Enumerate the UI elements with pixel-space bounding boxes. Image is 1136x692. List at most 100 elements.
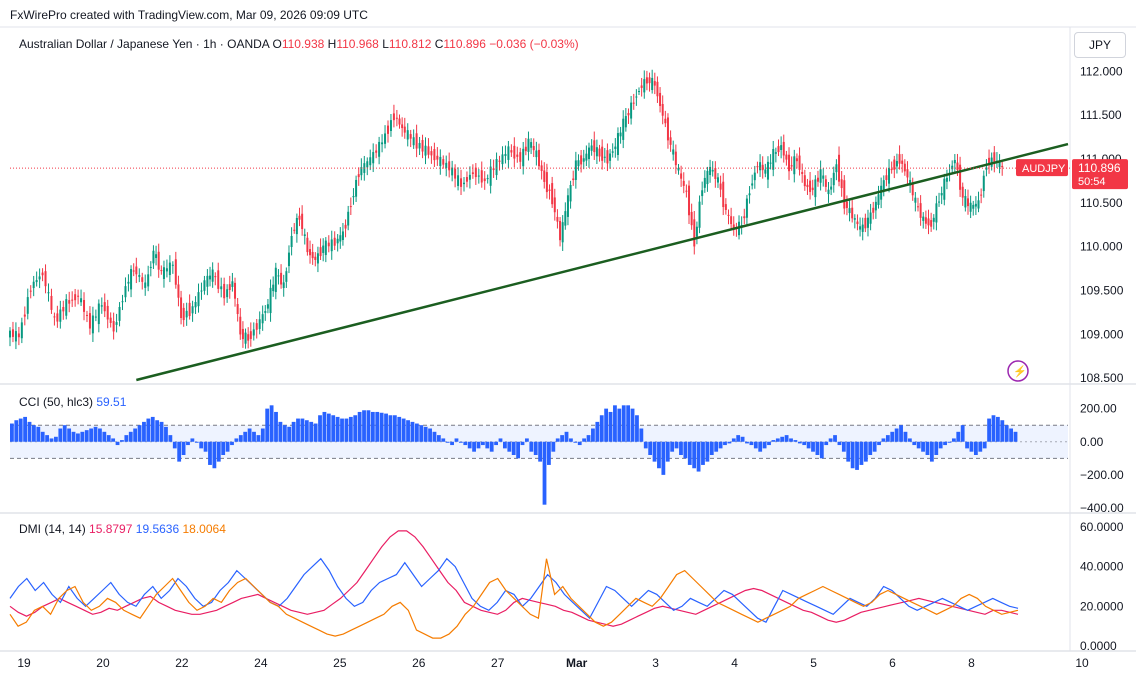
candle-body (132, 270, 135, 272)
candle-body (961, 186, 964, 198)
cci-bar (775, 438, 780, 442)
candle-body (474, 167, 477, 178)
cci-bar (432, 431, 437, 442)
open-label: O (272, 37, 282, 51)
candle-body (100, 305, 103, 307)
candle-body (851, 207, 854, 219)
cci-bar (265, 408, 270, 442)
cci-bar (740, 436, 745, 442)
high-label: H (327, 37, 337, 51)
candle-body (409, 134, 412, 139)
cci-bar (511, 441, 516, 455)
candle-body (504, 153, 507, 157)
cci-tick-label: 200.00 (1080, 402, 1117, 416)
candle-body (577, 160, 580, 167)
candle-body (859, 226, 862, 230)
cci-bar (106, 435, 111, 442)
candle-body (442, 159, 445, 165)
cci-bar (828, 438, 833, 442)
cci-bar (300, 418, 305, 442)
candle-body (389, 120, 392, 131)
candle-body (427, 146, 430, 155)
symbol-title[interactable]: Australian Dollar / Japanese Yen · 1h · … (19, 37, 270, 51)
candle-body (306, 237, 309, 253)
cci-bar (551, 441, 556, 452)
cci-bar (850, 441, 855, 469)
cci-bar (978, 441, 983, 452)
cci-bar (32, 425, 36, 442)
candle-body (56, 313, 59, 322)
price-tick-label: 111.500 (1080, 108, 1122, 122)
dmi-series-line-2 (9, 558, 1019, 639)
cci-bar (723, 441, 727, 446)
cci-bar (639, 428, 644, 442)
candle-body (330, 239, 333, 252)
cci-bar (987, 418, 991, 442)
time-tick-label: 25 (333, 656, 347, 670)
dmi-legend[interactable]: DMI (14, 14) 15.8797 19.5636 18.0064 (19, 522, 226, 536)
candle-body (344, 224, 347, 229)
cci-bar (260, 428, 265, 442)
cci-bar (58, 428, 63, 442)
cci-legend[interactable]: CCI (50, hlc3) 59.51 (19, 395, 126, 409)
candle-body (1001, 165, 1004, 168)
candle-body (406, 130, 409, 140)
candle-body (724, 204, 727, 210)
candle-body (59, 309, 62, 322)
candle-body (701, 190, 704, 197)
candle-body (135, 266, 138, 275)
candle-body (666, 117, 669, 141)
candle-body (703, 177, 706, 188)
cci-bar (362, 410, 366, 442)
candle-body (661, 104, 664, 116)
cci-bar (256, 435, 261, 442)
cci-bar (436, 435, 441, 442)
candle-body (706, 170, 709, 185)
cci-bar (54, 436, 58, 442)
candle-body (759, 162, 762, 171)
cci-bar (956, 431, 961, 442)
candle-body (727, 214, 730, 216)
candle-body (285, 271, 288, 282)
candle-body (848, 208, 851, 214)
cci-bar (313, 423, 318, 442)
cci-tick-label: −200.00 (1080, 468, 1124, 482)
cci-bar (643, 441, 648, 449)
candle-body (324, 240, 327, 256)
cci-bar (269, 405, 274, 442)
cci-bar (881, 438, 886, 442)
candle-body (953, 159, 956, 164)
candle-body (244, 332, 247, 344)
candle-body (355, 179, 358, 197)
candle-body (730, 216, 733, 225)
cci-bar (705, 441, 710, 462)
cci-bar (340, 418, 344, 442)
candle-body (956, 162, 959, 171)
candle-body (690, 211, 693, 226)
price-tag-countdown: 50:54 (1078, 176, 1106, 188)
candle-body (932, 217, 935, 222)
cci-bar (76, 433, 80, 442)
candle-body (903, 163, 906, 172)
cci-bar (115, 441, 120, 446)
candle-body (347, 211, 350, 226)
candle-body (234, 282, 237, 299)
candle-body (832, 172, 835, 186)
candle-body (241, 328, 244, 340)
candle-body (911, 183, 914, 196)
cci-bar (216, 441, 221, 462)
candle-body (643, 79, 646, 93)
candle-body (165, 268, 168, 272)
currency-button[interactable]: JPY (1074, 32, 1126, 58)
cci-bar (542, 441, 547, 505)
candle-body (392, 113, 395, 121)
candle-body (619, 132, 622, 137)
candle-body (372, 152, 375, 164)
candle-body (77, 295, 80, 297)
cci-bar (388, 415, 393, 442)
cci-bar (731, 438, 736, 442)
cci-bar (463, 441, 468, 446)
cci-bar (353, 415, 358, 442)
candle-body (319, 247, 322, 257)
